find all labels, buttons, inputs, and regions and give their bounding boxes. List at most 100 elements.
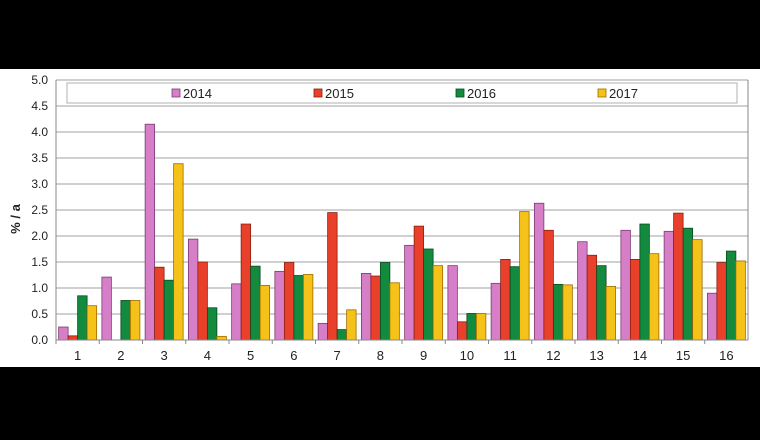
y-axis-label: % / a <box>8 203 23 233</box>
bar-2015-10 <box>456 321 468 341</box>
bar-2015-16 <box>716 262 727 341</box>
y-tick-label: 1.0 <box>31 281 48 295</box>
x-tick-label: 10 <box>460 348 474 363</box>
bar-2016-4 <box>206 307 218 341</box>
bar-2017-16 <box>735 260 746 341</box>
x-tick-label: 13 <box>589 348 603 363</box>
bar-2017-13 <box>605 286 617 341</box>
bar-2016-1 <box>77 295 88 341</box>
bar-2017-9 <box>432 265 444 341</box>
bar-2017-11 <box>519 211 530 341</box>
x-axis: 1 2 3 4 5 6 7 8 9 10 11 12 13 14 15 16 <box>55 339 748 363</box>
bar-2017-12 <box>562 284 573 341</box>
bar-2017-2 <box>129 300 141 341</box>
bar-2017-6 <box>302 274 314 341</box>
bar-2014-6 <box>274 270 285 341</box>
bar-2014-9 <box>404 244 415 341</box>
legend-box <box>66 82 738 104</box>
bar-2015-15 <box>673 212 684 341</box>
bar-2017-5 <box>259 284 271 341</box>
legend-swatch-2016 <box>455 88 465 98</box>
bar-2016-10 <box>466 313 477 341</box>
x-tick-label: 5 <box>247 348 254 363</box>
x-tick-label: 15 <box>676 348 690 363</box>
bar-2014-14 <box>620 229 631 341</box>
x-tick-label: 16 <box>719 348 733 363</box>
bar-2015-9 <box>413 225 425 341</box>
bar-2014-8 <box>360 273 372 341</box>
bar-2015-5 <box>240 223 252 341</box>
bar-2014-3 <box>144 123 156 341</box>
bar-2016-5 <box>250 265 261 341</box>
bar-2017-4 <box>216 335 227 341</box>
bars <box>58 123 746 341</box>
y-tick-label: 3.0 <box>31 177 48 191</box>
x-tick-label: 4 <box>204 348 211 363</box>
legend: 2014 2015 2016 2017 <box>66 82 738 104</box>
bar-2017-3 <box>173 163 184 341</box>
y-tick-label: 4.5 <box>31 99 48 113</box>
bar-2017-7 <box>346 309 357 341</box>
bar-2016-11 <box>509 266 521 341</box>
bar-2014-12 <box>533 202 545 341</box>
bar-2016-9 <box>423 248 434 341</box>
bar-2015-8 <box>370 275 381 341</box>
bar-2014-11 <box>490 282 502 341</box>
y-tick-label: 2.0 <box>31 229 48 243</box>
bar-2017-10 <box>475 313 487 341</box>
bar-2016-3 <box>163 279 175 341</box>
x-tick-label: 1 <box>74 348 81 363</box>
bar-2016-7 <box>336 329 348 341</box>
bar-2014-13 <box>577 241 588 341</box>
bar-2017-1 <box>86 305 98 341</box>
bar-2016-2 <box>120 300 131 341</box>
x-tick-label: 3 <box>161 348 168 363</box>
bar-2016-6 <box>293 275 304 341</box>
y-axis: 0.0 0.5 1.0 1.5 2.0 2.5 3.0 3.5 4.0 4.5 5.0 <box>31 73 749 347</box>
legend-label-2014: 2014 <box>183 86 212 101</box>
y-tick-label: 5.0 <box>31 73 48 87</box>
bar-2016-15 <box>682 227 694 341</box>
x-tick-label: 12 <box>546 348 560 363</box>
bar-2014-7 <box>317 322 329 341</box>
bar-2016-16 <box>725 250 737 341</box>
legend-swatch-2015 <box>313 88 323 98</box>
bar-2015-11 <box>500 258 511 341</box>
x-tick-label: 14 <box>633 348 647 363</box>
bar-2015-12 <box>543 229 554 341</box>
bar-2015-3 <box>154 266 165 341</box>
bar-2015-7 <box>327 212 338 341</box>
y-tick-label: 0.0 <box>31 333 48 347</box>
bar-2014-10 <box>447 265 458 341</box>
x-tick-label: 6 <box>290 348 297 363</box>
bar-2015-6 <box>283 262 295 341</box>
y-tick-label: 1.5 <box>31 255 48 269</box>
bar-2015-1 <box>67 335 79 341</box>
x-tick-label: 8 <box>377 348 384 363</box>
bar-2014-16 <box>706 292 718 341</box>
legend-swatch-2014 <box>171 88 181 98</box>
bar-2015-14 <box>629 258 641 341</box>
legend-label-2017: 2017 <box>609 86 638 101</box>
bar-2015-4 <box>197 261 208 341</box>
bar-2016-13 <box>596 265 607 341</box>
y-tick-label: 3.5 <box>31 151 48 165</box>
bar-2017-14 <box>648 253 660 341</box>
legend-label-2015: 2015 <box>325 86 354 101</box>
bar-2017-15 <box>692 239 703 341</box>
x-tick-label: 11 <box>503 348 517 363</box>
y-tick-label: 2.5 <box>31 203 48 217</box>
legend-label-2016: 2016 <box>467 86 496 101</box>
y-tick-label: 0.5 <box>31 307 48 321</box>
legend-swatch-2017 <box>597 88 607 98</box>
bar-2015-13 <box>586 254 598 341</box>
bar-2017-8 <box>389 282 400 341</box>
bar-2014-4 <box>187 238 199 341</box>
bar-2016-8 <box>379 262 391 341</box>
bar-2014-5 <box>231 283 242 341</box>
bar-2014-2 <box>101 276 112 341</box>
bar-2016-14 <box>639 223 650 341</box>
x-tick-label: 2 <box>117 348 124 363</box>
